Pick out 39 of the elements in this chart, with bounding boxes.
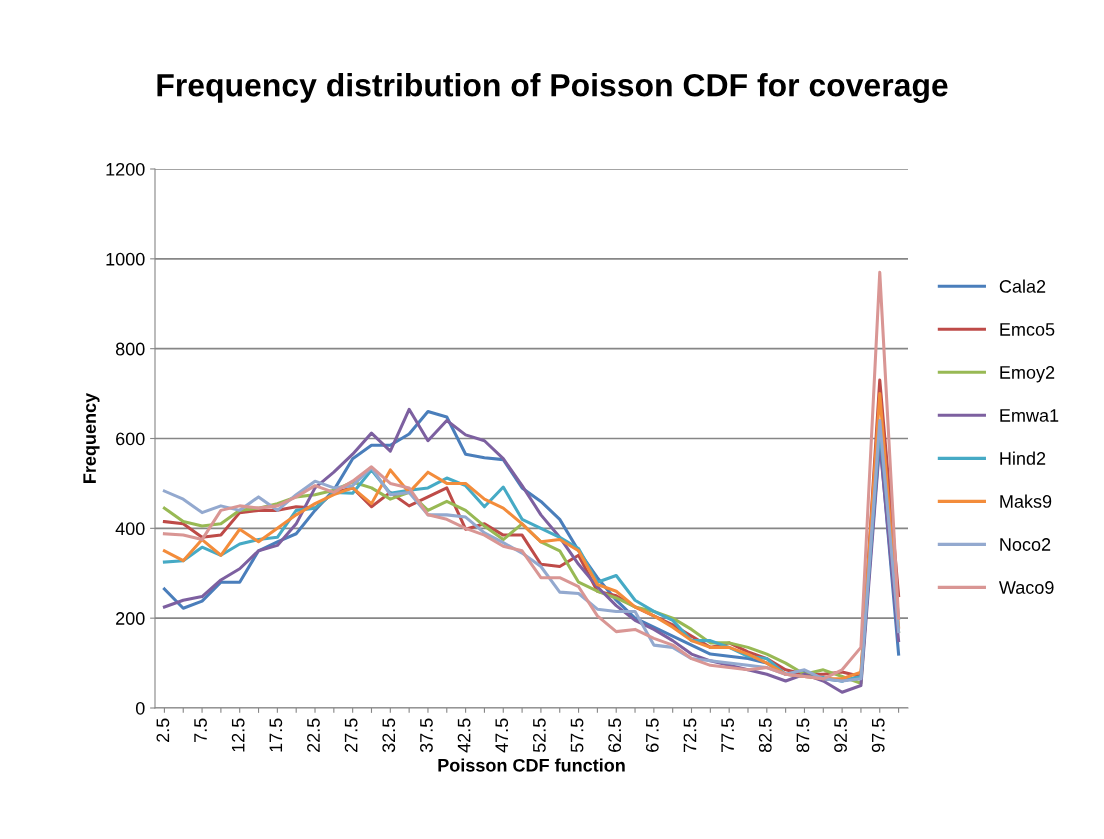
x-tick-label: 92.5	[834, 718, 847, 753]
legend-label: Emco5	[1000, 323, 1055, 336]
legend-label: Cala2	[999, 279, 1046, 293]
x-tick-label: 42.5	[457, 718, 471, 753]
x-tick-label: 17.5	[269, 718, 283, 752]
y-tick-label: 1000	[106, 252, 145, 266]
chart-title: Frequency distribution of Poisson CDF for coverage	[157, 73, 948, 103]
x-tick-label: 22.5	[307, 718, 320, 752]
x-tick-label: 77.5	[721, 718, 735, 752]
legend-label: Waco9	[998, 581, 1054, 594]
y-axis-title: Frequency	[83, 392, 100, 483]
x-tick-label: 87.5	[796, 718, 810, 753]
x-tick-label: 12.5	[231, 718, 245, 752]
x-tick-label: 97.5	[871, 718, 885, 753]
x-tick-label: 57.5	[570, 718, 584, 753]
x-axis-title: Poisson CDF function	[438, 758, 625, 772]
x-tick-label: 72.5	[683, 718, 697, 752]
x-tick-label: 62.5	[608, 718, 622, 752]
x-tick-label: 47.5	[495, 718, 509, 753]
x-tick-label: 32.5	[382, 718, 396, 753]
legend-label: Noco2	[1000, 538, 1051, 551]
x-tick-label: 37.5	[420, 718, 433, 753]
legend-label: Emwa1	[1000, 409, 1059, 422]
x-tick-label: 52.5	[532, 718, 546, 753]
x-tick-label: 2.5	[156, 718, 170, 742]
x-tick-label: 27.5	[344, 718, 358, 752]
x-tick-label: 82.5	[758, 718, 772, 753]
y-tick-label: 800	[115, 342, 145, 356]
y-tick-label: 1200	[106, 162, 145, 176]
y-tick-label: 600	[116, 432, 145, 446]
legend-label: Emoy2	[1000, 366, 1055, 383]
line-series	[162, 270, 901, 681]
y-tick-label: 200	[116, 612, 145, 625]
legend-label: Hind2	[1000, 451, 1046, 465]
y-tick-label: 0	[135, 701, 145, 715]
legend-label: Maks9	[1000, 494, 1052, 508]
x-tick-label: 67.5	[645, 718, 659, 752]
y-tick-label: 400	[115, 522, 145, 536]
x-tick-label: 7.5	[194, 718, 207, 742]
